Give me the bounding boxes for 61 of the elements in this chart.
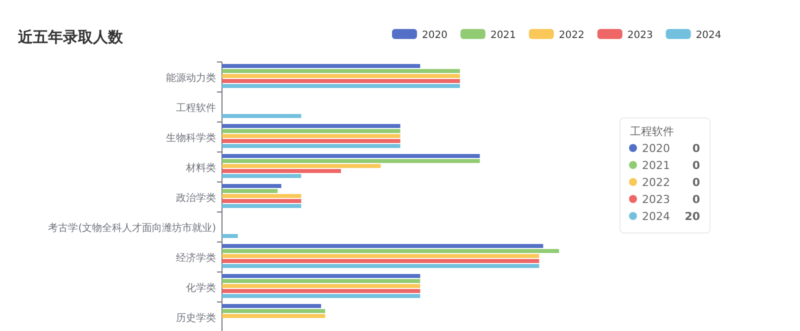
bar	[222, 274, 420, 278]
y-tick-label: 工程软件	[176, 102, 216, 114]
bar	[222, 259, 540, 263]
text: 20	[684, 210, 700, 223]
bar	[222, 309, 326, 313]
bar	[222, 129, 400, 133]
bar	[222, 134, 400, 138]
bar	[222, 74, 460, 78]
bar	[222, 169, 341, 173]
text: 2020	[642, 142, 670, 155]
legend-label: 2023	[627, 30, 653, 41]
bar	[222, 189, 278, 193]
bar	[222, 139, 400, 143]
text: 0	[692, 159, 700, 172]
bar	[222, 164, 381, 168]
bar	[222, 244, 544, 248]
text: 2023	[642, 193, 670, 206]
bar	[222, 304, 322, 308]
y-tick-label: 历史学类	[176, 312, 216, 324]
text: 2024	[696, 30, 722, 41]
y-tick-label: 生物科学类	[166, 132, 216, 144]
bar	[222, 64, 420, 68]
text: 工程软件	[630, 125, 674, 138]
bar	[222, 79, 460, 83]
bar	[222, 184, 282, 188]
bar	[222, 314, 326, 318]
legend-label: 2024	[642, 210, 670, 223]
bar	[222, 159, 480, 163]
legend-label: 2020	[422, 30, 448, 41]
y-tick-label: 经济学类	[176, 252, 216, 264]
bar	[222, 204, 302, 208]
bar	[222, 114, 302, 118]
bar	[222, 84, 460, 88]
text: 2021	[642, 159, 670, 172]
y-tick-label: 政治学类	[176, 192, 216, 204]
bar	[222, 234, 238, 238]
bar	[222, 289, 420, 293]
bar	[222, 279, 420, 283]
bar	[222, 264, 540, 268]
text: 2022	[642, 176, 670, 189]
y-tick-label: 考古学(文物全科人才面向潍坊市就业)	[48, 222, 216, 234]
bar	[222, 284, 420, 288]
legend-label: 2021	[490, 30, 516, 41]
y-tick-label: 能源动力类	[166, 72, 216, 84]
text: 0	[692, 142, 700, 155]
bar	[222, 124, 400, 128]
bar	[222, 154, 480, 158]
bar	[222, 69, 460, 73]
bar	[222, 249, 560, 253]
bar	[222, 144, 400, 148]
text: 近五年录取人数	[17, 28, 124, 46]
bar	[222, 254, 540, 258]
bar	[222, 294, 420, 298]
legend-label: 2022	[558, 30, 584, 41]
text: 0	[692, 176, 700, 189]
bar	[222, 174, 302, 178]
bar	[222, 199, 302, 203]
y-tick-label: 化学类	[186, 282, 216, 294]
y-tick-label: 材料类	[185, 162, 216, 174]
bar	[222, 194, 302, 198]
text: 0	[692, 193, 700, 206]
